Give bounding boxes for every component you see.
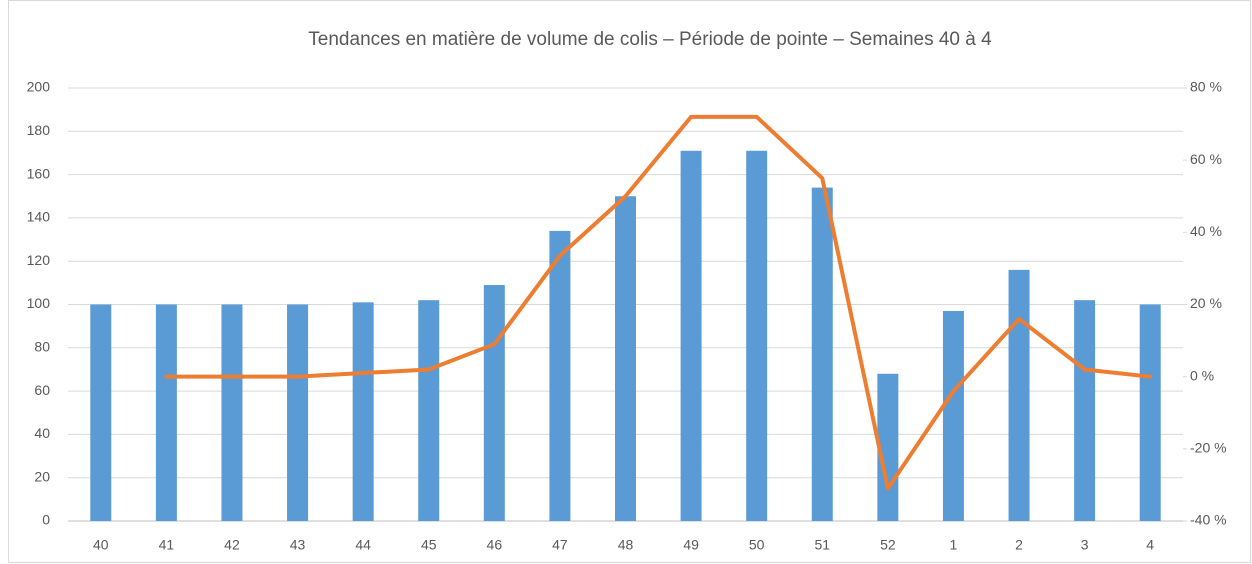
y-tick-label: 140 — [27, 209, 51, 225]
x-tick-label: 46 — [487, 537, 503, 553]
bar — [1074, 300, 1096, 521]
x-tick-label: 1 — [950, 537, 958, 553]
x-tick-label: 48 — [618, 537, 634, 553]
bar — [811, 187, 833, 521]
bar — [221, 304, 243, 521]
x-tick-label: 45 — [421, 537, 437, 553]
chart-title: Tendances en matière de volume de colis … — [308, 29, 992, 50]
y-tick-label: 80 — [34, 339, 50, 355]
x-tick-label: 49 — [683, 537, 699, 553]
x-tick-label: 47 — [552, 537, 568, 553]
bar — [1139, 304, 1161, 521]
bar — [942, 310, 964, 521]
x-tick-label: 2 — [1015, 537, 1023, 553]
x-tick-label: 4 — [1146, 537, 1154, 553]
bar — [483, 285, 505, 521]
y-tick-label: 60 — [34, 382, 50, 398]
bar — [746, 150, 768, 521]
y-tick-label: 20 — [34, 468, 50, 484]
y2-tick-label: 80 % — [1190, 79, 1222, 95]
x-tick-label: 52 — [880, 537, 896, 553]
chart-border — [8, 0, 1251, 563]
bar — [680, 150, 702, 521]
y-tick-label: 120 — [27, 252, 51, 268]
y2-tick-label: 0 % — [1190, 367, 1214, 383]
bar — [549, 230, 571, 521]
bar — [155, 304, 177, 521]
y-tick-label: 200 — [27, 79, 51, 95]
x-tick-label: 43 — [290, 537, 306, 553]
y-tick-label: 0 — [42, 512, 50, 528]
bar — [1008, 269, 1030, 521]
x-tick-label: 44 — [355, 537, 371, 553]
bar — [352, 302, 374, 521]
y-tick-label: 160 — [27, 165, 51, 181]
bar — [287, 304, 309, 521]
y-tick-label: 100 — [27, 295, 51, 311]
x-tick-label: 3 — [1081, 537, 1089, 553]
bar — [418, 300, 440, 521]
y2-tick-label: 60 % — [1190, 151, 1222, 167]
bar — [90, 304, 112, 521]
y2-tick-label: 20 % — [1190, 295, 1222, 311]
y-tick-label: 40 — [34, 425, 50, 441]
x-tick-label: 42 — [224, 537, 240, 553]
y2-tick-label: -20 % — [1190, 440, 1227, 456]
x-tick-label: 50 — [749, 537, 765, 553]
bar — [615, 196, 636, 521]
y2-tick-label: 40 % — [1190, 223, 1222, 239]
y2-tick-label: -40 % — [1190, 512, 1227, 528]
line — [164, 114, 1153, 491]
x-tick-label: 51 — [814, 537, 830, 553]
y-tick-label: 180 — [27, 122, 51, 138]
x-tick-label: 40 — [93, 537, 109, 553]
x-tick-label: 41 — [159, 537, 175, 553]
